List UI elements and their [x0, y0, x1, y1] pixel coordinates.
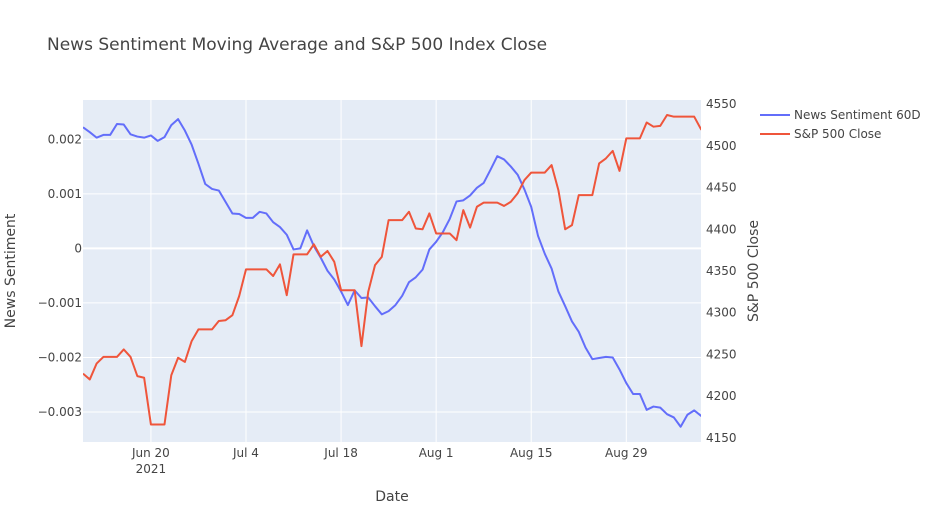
y-right-tick-label: 4400	[706, 222, 737, 236]
legend-item-label: S&P 500 Close	[794, 127, 881, 141]
grid	[83, 100, 701, 442]
series-line-1	[83, 114, 701, 426]
legend[interactable]: News Sentiment 60D S&P 500 Close	[760, 108, 921, 141]
x-tick-sublabel: 2021	[136, 462, 167, 476]
x-tick-label: Jul 4	[232, 446, 259, 460]
x-tick-label: Jul 18	[323, 446, 358, 460]
series-lines	[83, 114, 701, 428]
x-axis-ticks: Jun 20 2021 Jul 4 Jul 18 Aug 1 Aug 15 Aug 29	[131, 446, 648, 476]
y-axis-right-title: S&P 500 Close	[746, 220, 762, 322]
x-tick-label: Aug 1	[419, 446, 454, 460]
y-left-tick-label: −0.002	[38, 350, 82, 364]
x-axis-title: Date	[375, 489, 408, 505]
y-right-tick-label: 4300	[706, 306, 737, 320]
y-left-tick-label: −0.003	[38, 405, 82, 419]
y-right-tick-label: 4350	[706, 264, 737, 278]
x-tick-label: Jun 20	[131, 446, 170, 460]
x-tick-label: Aug 15	[510, 446, 553, 460]
y-right-tick-label: 4500	[706, 139, 737, 153]
y-right-tick-label: 4200	[706, 389, 737, 403]
series-line-0	[83, 118, 701, 428]
y-left-tick-label: 0.002	[48, 132, 82, 146]
y-axis-right-ticks: 4150 4200 4250 4300 4350 4400 4450 4500 4550	[706, 97, 737, 445]
y-axis-left-ticks: 0.002 0.001 0 −0.001 −0.002 −0.003	[38, 132, 82, 419]
plot-area	[83, 100, 701, 442]
chart-title: News Sentiment Moving Average and S&P 50…	[47, 35, 547, 55]
y-right-tick-label: 4150	[706, 431, 737, 445]
y-left-tick-label: 0.001	[48, 187, 82, 201]
y-left-tick-label: 0	[74, 241, 82, 255]
y-left-tick-label: −0.001	[38, 296, 82, 310]
y-axis-left-title: News Sentiment	[3, 213, 19, 328]
y-right-tick-label: 4450	[706, 181, 737, 195]
x-tick-label: Aug 29	[605, 446, 648, 460]
y-right-tick-label: 4550	[706, 97, 737, 111]
legend-item-label: News Sentiment 60D	[794, 108, 921, 122]
y-right-tick-label: 4250	[706, 347, 737, 361]
